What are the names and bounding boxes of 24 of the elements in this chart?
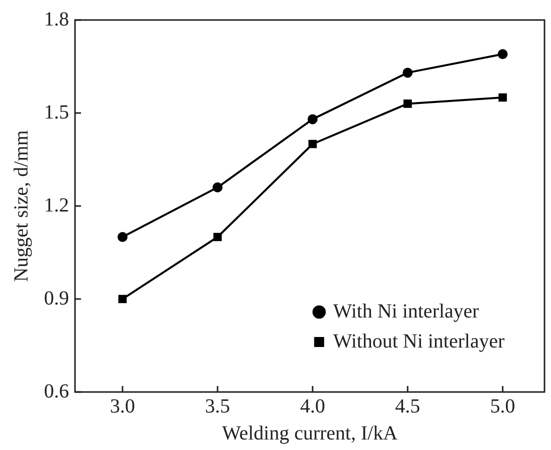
y-tick-label: 1.2 — [44, 194, 69, 216]
y-axis-title: Nugget size, d/mm — [10, 130, 32, 282]
x-axis-title: Welding current, I/kA — [222, 422, 398, 444]
point — [402, 68, 413, 78]
point — [498, 49, 508, 60]
point — [308, 140, 317, 148]
x-tick-label: 3.5 — [205, 395, 230, 418]
point — [498, 93, 507, 102]
y-tick-label: 0.6 — [44, 380, 69, 402]
x-tick-label: 4.5 — [395, 395, 420, 418]
point — [212, 182, 223, 192]
point — [118, 294, 127, 304]
x-tick-label: 4.0 — [300, 395, 326, 418]
legend-label: With Ni interlayer — [333, 300, 480, 322]
point — [118, 232, 128, 242]
y-tick-label: 1.8 — [44, 8, 69, 30]
x-tick-label: 5.0 — [490, 395, 516, 418]
point — [308, 114, 318, 124]
point — [213, 232, 222, 242]
x-tick-label: 3.0 — [110, 395, 136, 418]
legend-label: Without Ni interlayer — [333, 330, 505, 352]
y-tick-label: 1.5 — [44, 101, 69, 124]
point — [403, 100, 412, 108]
y-tick-label: 0.9 — [44, 287, 69, 310]
